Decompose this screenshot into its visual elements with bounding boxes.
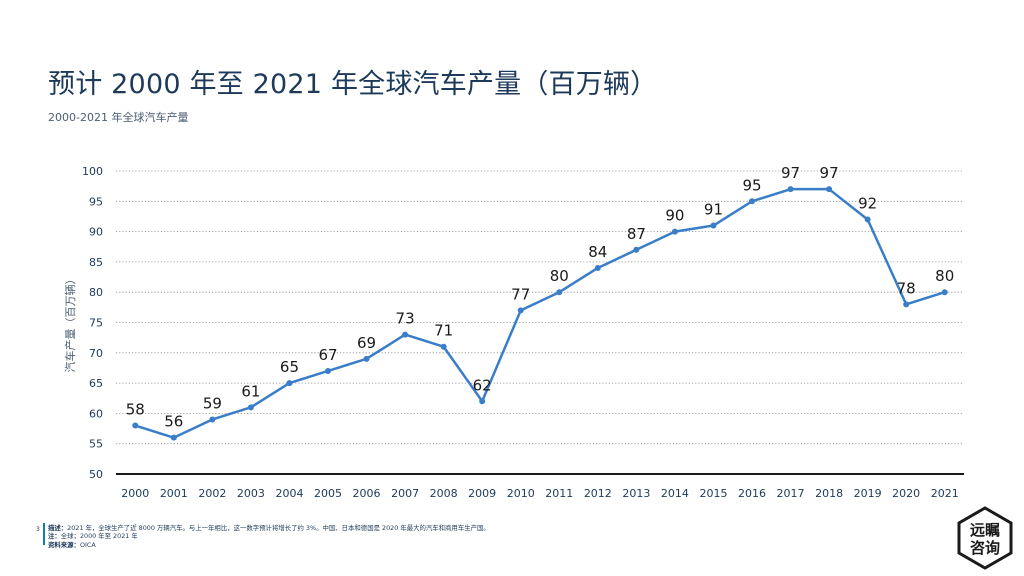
data-point (209, 416, 216, 423)
data-point (517, 307, 524, 314)
data-label: 90 (665, 207, 684, 225)
data-label: 59 (203, 394, 222, 412)
data-label: 78 (897, 279, 916, 297)
x-tick-label: 2016 (738, 487, 766, 500)
data-point (440, 343, 447, 350)
y-axis-label: 汽车产量（百万辆） (63, 274, 77, 373)
x-tick-label: 2001 (160, 487, 188, 500)
x-tick-label: 2005 (314, 487, 342, 500)
data-label: 61 (241, 382, 260, 400)
accent-bar (43, 523, 45, 545)
data-label: 80 (935, 267, 954, 285)
data-point (710, 222, 717, 229)
data-point (170, 434, 177, 441)
x-tick-label: 2011 (545, 487, 573, 500)
data-label: 97 (781, 164, 800, 182)
data-label: 62 (473, 376, 492, 394)
data-label: 80 (550, 267, 569, 285)
x-tick-label: 2006 (353, 487, 381, 500)
x-tick-label: 2019 (854, 487, 882, 500)
data-point (826, 186, 833, 193)
x-tick-label: 2010 (507, 487, 535, 500)
data-point (903, 301, 910, 308)
data-point (286, 380, 293, 387)
chart-subtitle: 2000-2021 年全球汽车产量 (48, 111, 189, 124)
x-tick-label: 2018 (815, 487, 843, 500)
x-tick-label: 2003 (237, 487, 265, 500)
x-tick-label: 2013 (622, 487, 650, 500)
data-label: 77 (511, 285, 530, 303)
data-label: 84 (588, 243, 607, 261)
footer-note: 注：全球；2000 年至 2021 年 (48, 532, 138, 541)
series (132, 186, 948, 441)
x-tick-label: 2008 (430, 487, 458, 500)
data-label: 97 (820, 164, 839, 182)
footer-notes: 描述：2021 年，全球生产了近 8000 万辆汽车。与上一年相比，这一数字预计… (48, 524, 490, 549)
company-logo: 远瞩 咨询 (957, 506, 1013, 570)
data-point (671, 228, 678, 235)
data-point (247, 404, 254, 411)
data-label: 58 (126, 401, 145, 419)
y-tick-label: 80 (89, 286, 103, 299)
data-point (633, 246, 640, 253)
data-point (363, 355, 370, 362)
data-label: 95 (742, 176, 761, 194)
svg-text:咨询: 咨询 (970, 539, 1000, 557)
data-point (941, 289, 948, 296)
x-tick-labels: 2000 2001 2002 2003 2004 2005 2006 2007 2008 2009… (121, 487, 958, 500)
footer-source: 资料来源：OICA (48, 540, 96, 549)
data-point (556, 289, 563, 296)
data-point (325, 367, 331, 374)
svg-text:远瞩: 远瞩 (970, 521, 1000, 539)
data-point (132, 422, 139, 429)
y-tick-label: 85 (89, 256, 103, 269)
x-tick-label: 2021 (931, 487, 959, 500)
x-tick-label: 2015 (699, 487, 727, 500)
y-tick-label: 60 (89, 407, 103, 420)
y-tick-label: 55 (89, 438, 103, 451)
data-point (864, 216, 871, 223)
data-point (594, 264, 601, 271)
x-tick-label: 2007 (391, 487, 419, 500)
x-tick-label: 2017 (777, 487, 805, 500)
page-number: 3 (36, 526, 40, 533)
x-tick-label: 2002 (198, 487, 226, 500)
data-labels: 58 56 59 61 65 67 69 73 71 62 77 80 84 87 90 91 95 97 97 92… (126, 164, 955, 430)
data-label: 71 (434, 322, 453, 340)
data-label: 67 (318, 346, 337, 364)
page-title: 预计 2000 年至 2021 年全球汽车产量（百万辆） (48, 69, 658, 100)
footer-description: 描述：2021 年，全球生产了近 8000 万辆汽车。与上一年相比，这一数字预计… (48, 524, 490, 532)
y-tick-label: 75 (89, 317, 103, 330)
y-tick-label: 95 (89, 195, 103, 208)
line-chart: 50 55 60 65 70 75 80 85 90 95 100 2000 2001 2002 2003… (63, 164, 964, 500)
data-point (749, 198, 755, 205)
data-label: 73 (396, 310, 415, 328)
data-label: 87 (627, 225, 646, 243)
data-label: 91 (704, 201, 723, 219)
x-tick-label: 2020 (892, 487, 920, 500)
data-label: 92 (858, 194, 877, 212)
data-label: 69 (357, 334, 376, 352)
data-point (402, 331, 409, 338)
y-tick-label: 70 (89, 347, 103, 360)
x-tick-label: 2004 (275, 487, 303, 500)
gridlines (116, 170, 964, 475)
y-tick-labels: 50 55 60 65 70 75 80 85 90 95 100 (82, 165, 103, 481)
data-point (479, 398, 486, 405)
x-tick-label: 2012 (584, 487, 612, 500)
data-label: 56 (164, 413, 183, 431)
x-tick-label: 2009 (468, 487, 496, 500)
data-label: 65 (280, 358, 299, 376)
data-point (787, 186, 794, 193)
x-tick-label: 2014 (661, 487, 689, 500)
y-tick-label: 90 (89, 226, 103, 239)
y-tick-label: 50 (89, 468, 103, 481)
y-tick-label: 100 (82, 165, 103, 178)
x-tick-label: 2000 (121, 487, 149, 500)
series-line (134, 187, 946, 439)
y-tick-label: 65 (89, 377, 103, 390)
